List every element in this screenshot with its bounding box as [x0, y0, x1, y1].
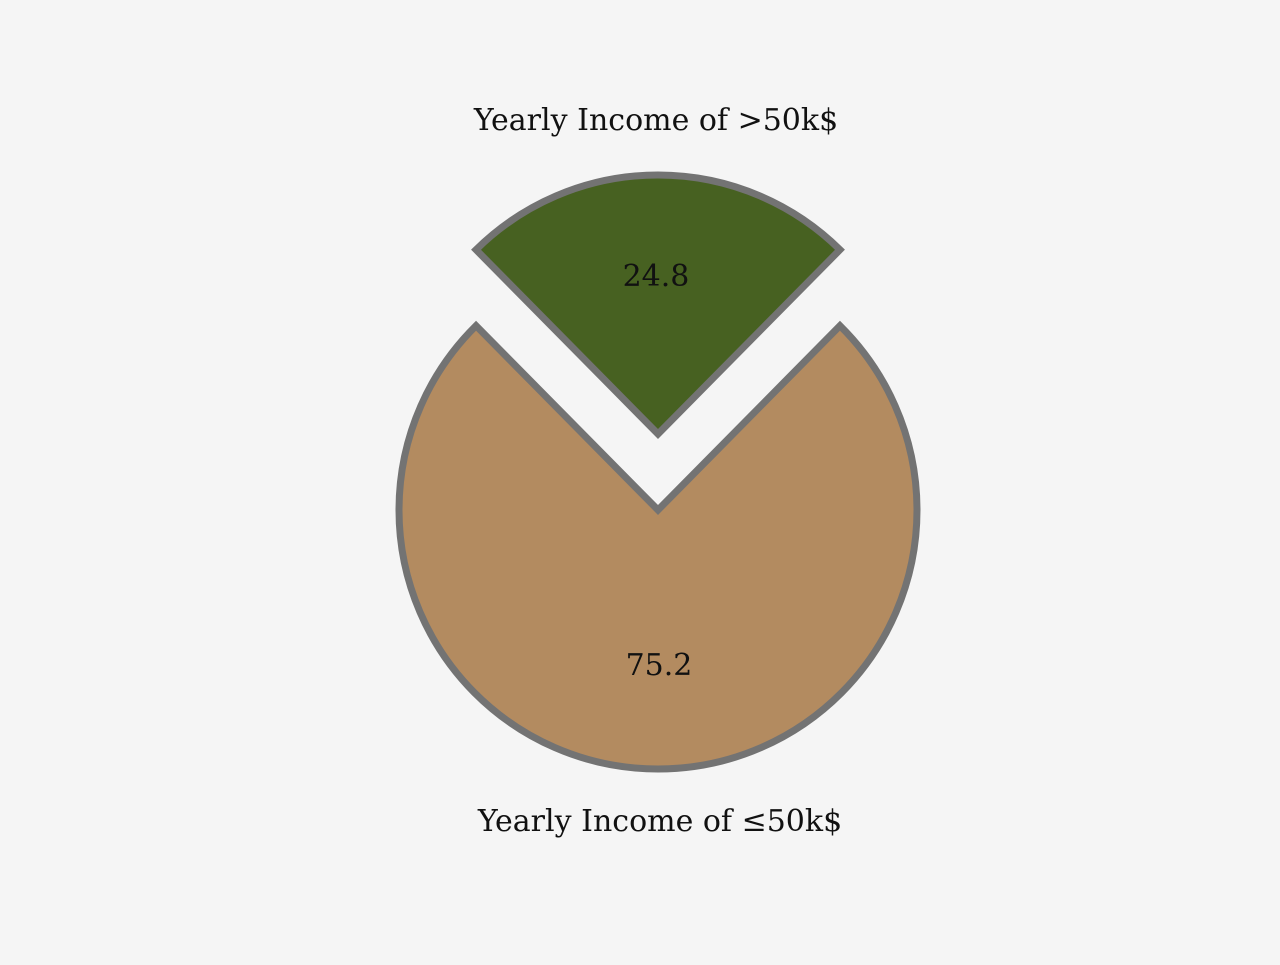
value-label-low-income: 75.2 [626, 648, 693, 683]
slice-label-high-income: Yearly Income of >50k$ [473, 103, 838, 138]
slices-layer [395, 171, 921, 773]
slice-high-income [471, 171, 845, 439]
slice-low-income [395, 320, 921, 773]
labels-layer: Yearly Income of >50k$ Yearly Income of … [473, 103, 842, 839]
slice-label-low-income: Yearly Income of ≤50k$ [477, 804, 842, 839]
value-label-high-income: 24.8 [623, 259, 690, 294]
